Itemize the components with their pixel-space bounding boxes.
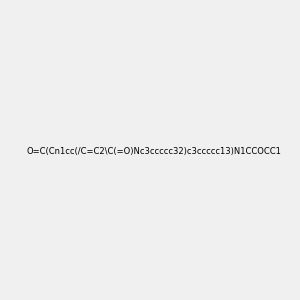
Text: O=C(Cn1cc(/C=C2\C(=O)Nc3ccccc32)c3ccccc13)N1CCOCC1: O=C(Cn1cc(/C=C2\C(=O)Nc3ccccc32)c3ccccc1… [26, 147, 281, 156]
